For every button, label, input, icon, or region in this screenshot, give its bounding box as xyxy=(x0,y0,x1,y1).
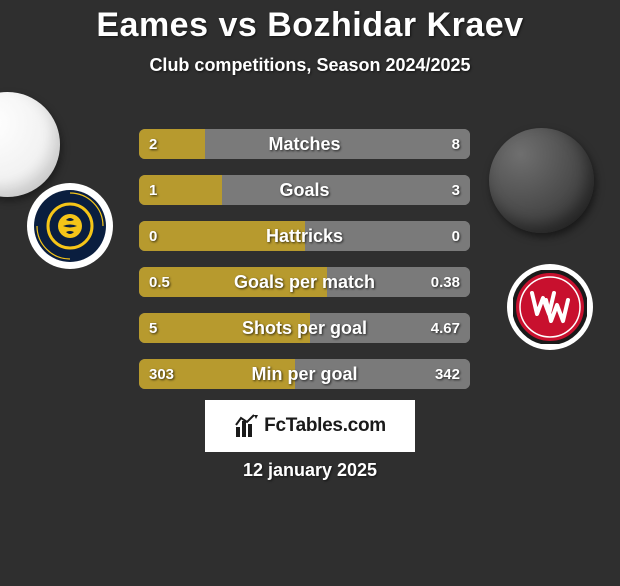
fctables-logo-icon xyxy=(234,413,260,439)
stat-fill-left xyxy=(139,313,310,343)
date-text: 12 january 2025 xyxy=(0,460,620,481)
stat-row: 0.50.38Goals per match xyxy=(139,267,470,297)
stat-fill-right xyxy=(222,175,470,205)
stat-row: 28Matches xyxy=(139,129,470,159)
stat-value-left: 2 xyxy=(149,129,157,159)
page-title: Eames vs Bozhidar Kraev xyxy=(0,6,620,45)
stat-value-left: 5 xyxy=(149,313,157,343)
subtitle: Club competitions, Season 2024/2025 xyxy=(0,55,620,76)
mariners-crest-icon xyxy=(33,189,107,263)
stat-row: 54.67Shots per goal xyxy=(139,313,470,343)
stat-fill-right xyxy=(305,221,471,251)
stat-value-left: 0 xyxy=(149,221,157,251)
stat-value-left: 1 xyxy=(149,175,157,205)
club-right-badge xyxy=(507,264,593,350)
stat-row: 00Hattricks xyxy=(139,221,470,251)
stat-value-right: 8 xyxy=(452,129,460,159)
stat-value-right: 0 xyxy=(452,221,460,251)
wanderers-crest-icon xyxy=(513,270,587,344)
stat-value-right: 0.38 xyxy=(431,267,460,297)
stats-container: 28Matches13Goals00Hattricks0.50.38Goals … xyxy=(139,129,470,405)
stat-value-right: 4.67 xyxy=(431,313,460,343)
brand-pill: FcTables.com xyxy=(205,400,415,452)
stat-value-left: 0.5 xyxy=(149,267,170,297)
stat-row: 303342Min per goal xyxy=(139,359,470,389)
player-left-avatar xyxy=(0,92,60,197)
stat-value-right: 3 xyxy=(452,175,460,205)
club-left-badge xyxy=(27,183,113,269)
brand-text: FcTables.com xyxy=(264,415,386,437)
stat-value-left: 303 xyxy=(149,359,174,389)
stat-fill-left xyxy=(139,221,305,251)
stat-value-right: 342 xyxy=(435,359,460,389)
player-right-avatar xyxy=(489,128,594,233)
stat-row: 13Goals xyxy=(139,175,470,205)
stat-fill-right xyxy=(205,129,470,159)
